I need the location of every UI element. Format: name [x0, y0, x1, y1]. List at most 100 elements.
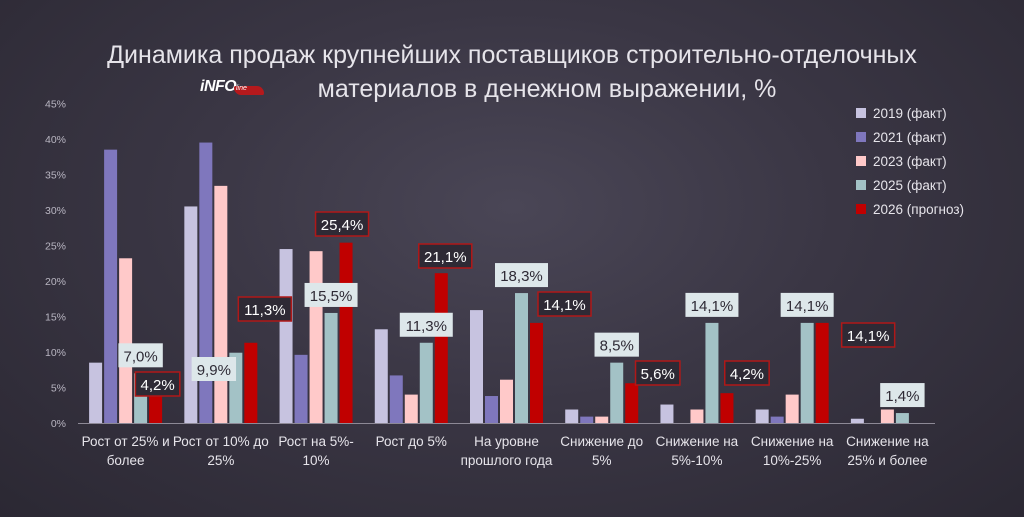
value-label-2025-5-box — [495, 263, 548, 288]
value-label-2026-6-text: 5,6% — [641, 366, 675, 383]
y-tick-label: 0% — [51, 418, 66, 430]
value-label-2025-8-text: 14,1% — [786, 298, 829, 315]
value-label-2026-3-box — [314, 211, 370, 237]
x-tick-label: Рост от 10% до — [173, 434, 269, 449]
bar-1-group-1 — [89, 362, 103, 423]
legend-label: 2025 (факт) — [873, 177, 947, 193]
y-tick-label: 35% — [45, 170, 66, 182]
value-label-2026-7-box — [723, 360, 770, 386]
value-label-2025-7-text: 14,1% — [691, 298, 734, 315]
bar-5-group-7 — [720, 393, 734, 423]
value-label-2025-6-text: 8,5% — [600, 338, 634, 355]
bar-1-group-7 — [660, 404, 674, 423]
value-label-2026-4: 21,1% — [418, 243, 473, 269]
bar-4-group-3 — [324, 312, 338, 423]
value-label-2025-2-box — [191, 357, 237, 381]
x-tick-label: 5%-10% — [671, 453, 722, 468]
bar-5-group-6 — [625, 383, 639, 423]
y-tick-label: 5% — [51, 383, 66, 395]
bar-3-group-6 — [595, 416, 609, 423]
bar-2-group-1 — [104, 149, 118, 423]
value-label-2025-8-box — [780, 292, 834, 317]
legend-swatch — [856, 156, 866, 166]
bar-3-group-8 — [785, 394, 799, 423]
value-label-2026-7-text: 4,2% — [730, 366, 764, 383]
value-label-2025-4: 11,3% — [399, 312, 453, 337]
value-label-2025-5: 18,3% — [495, 263, 548, 288]
value-label-2025-6: 8,5% — [594, 332, 639, 357]
value-label-2026-2: 11,3% — [237, 296, 293, 322]
value-label-2026-5-box — [537, 291, 592, 317]
bar-2-group-2 — [199, 142, 213, 424]
y-tick-label: 45% — [45, 99, 66, 111]
value-label-2025-9: 1,4% — [880, 383, 925, 408]
value-label-2025-3: 15,5% — [304, 282, 358, 307]
value-label-2025-2: 9,9% — [191, 357, 237, 381]
x-tick-label: более — [107, 453, 145, 468]
value-label-2025-7: 14,1% — [685, 292, 739, 317]
logo-text: iNFO — [200, 78, 237, 95]
value-label-2025-1-box — [118, 343, 163, 368]
value-label-2025-2-text: 9,9% — [197, 362, 231, 379]
x-tick-label: Снижение на — [846, 434, 929, 449]
legend-swatch — [856, 204, 866, 214]
chart-title-line2: материалов в денежном выражении, % — [317, 75, 777, 103]
bar-1-group-4 — [374, 329, 388, 423]
x-tick-label: 5% — [592, 453, 612, 468]
chart-legend: 2019 (факт) 2021 (факт) 2023 (факт) 2025 (ф… — [856, 101, 1016, 221]
bar-5-group-5 — [530, 322, 543, 423]
bar-4-group-8 — [800, 322, 814, 423]
x-tick-label: 10%-25% — [763, 453, 822, 468]
bar-3-group-2 — [214, 185, 228, 423]
bar-3-group-1 — [119, 258, 133, 423]
bar-5-group-1 — [149, 393, 163, 423]
bar-1-group-2 — [184, 206, 198, 423]
value-label-2026-6-box — [634, 360, 681, 386]
x-tick-label: Снижение на — [751, 434, 834, 449]
value-label-2025-1-text: 7,0% — [124, 348, 158, 365]
value-label-2025-9-box — [880, 383, 925, 408]
value-label-2026-6: 5,6% — [634, 360, 681, 386]
value-label-2025-1: 7,0% — [118, 343, 163, 368]
bar-4-group-5 — [515, 293, 528, 423]
y-tick-label: 15% — [45, 312, 66, 324]
x-tick-label: Снижение на — [656, 434, 739, 449]
chart-title: Динамика продаж крупнейших поставщиков с… — [0, 38, 1024, 106]
x-tick-label: прошлого года — [461, 453, 553, 468]
value-label-2025-6-box — [594, 332, 639, 357]
bar-1-group-3 — [279, 249, 293, 423]
legend-label: 2021 (факт) — [873, 129, 947, 145]
value-label-2026-5: 14,1% — [537, 291, 592, 317]
legend-swatch — [856, 180, 866, 190]
bar-4-group-4 — [419, 342, 433, 423]
bar-3-group-9 — [880, 409, 894, 423]
y-tick-label: 20% — [45, 276, 66, 288]
value-label-2025-3-box — [304, 282, 358, 307]
value-label-2025-3-text: 15,5% — [310, 288, 353, 305]
bar-4-group-9 — [895, 413, 909, 423]
legend-item: 2019 (факт) — [856, 101, 1016, 125]
value-label-2026-1: 4,2% — [134, 371, 181, 397]
bar-2-group-8 — [770, 416, 784, 423]
value-label-2026-1-text: 4,2% — [141, 377, 175, 394]
legend-swatch — [856, 132, 866, 142]
legend-item: 2026 (прогноз) — [856, 197, 1016, 221]
y-tick-label: 30% — [45, 205, 66, 217]
y-tick-label: 10% — [45, 347, 66, 359]
value-label-2026-2-box — [237, 296, 293, 322]
x-tick-label: Снижение до — [560, 434, 643, 449]
info-logo: iNFO line — [200, 78, 266, 98]
bar-1-group-8 — [755, 409, 769, 423]
x-tick-label: 10% — [303, 453, 330, 468]
bar-3-group-5 — [500, 379, 513, 423]
value-label-2026-1-box — [134, 371, 181, 397]
value-label-2025-4-box — [399, 312, 453, 337]
value-label-2025-5-text: 18,3% — [500, 268, 543, 285]
bar-5-group-2 — [244, 342, 258, 423]
bar-1-group-6 — [565, 409, 579, 423]
bar-5-group-3 — [339, 242, 353, 423]
value-label-2026-8-box — [840, 322, 896, 348]
x-tick-label: Рост от 25% и — [82, 434, 170, 449]
chart-title-line1: Динамика продаж крупнейших поставщиков с… — [107, 41, 917, 69]
legend-item: 2023 (факт) — [856, 149, 1016, 173]
